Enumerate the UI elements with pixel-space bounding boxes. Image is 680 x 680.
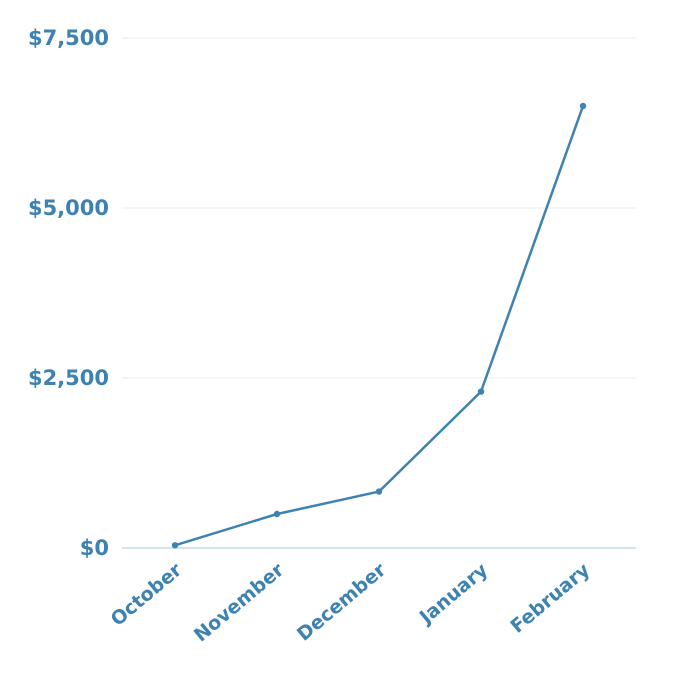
x-tick-label: February bbox=[506, 559, 594, 638]
y-tick-label: $7,500 bbox=[28, 26, 109, 50]
data-point bbox=[375, 488, 383, 495]
x-tick-label: October bbox=[107, 559, 187, 631]
series-layer bbox=[171, 102, 587, 549]
data-point bbox=[579, 102, 587, 110]
y-axis-tick-labels: $0 $2,500 $5,000 $7,500 bbox=[28, 26, 109, 560]
data-point bbox=[171, 542, 179, 549]
y-tick-label: $0 bbox=[80, 536, 109, 560]
gridlines bbox=[122, 37, 636, 549]
series-line bbox=[173, 104, 585, 547]
x-tick-label: December bbox=[293, 559, 391, 646]
x-tick-label: November bbox=[190, 559, 289, 647]
x-tick-label: January bbox=[414, 559, 493, 630]
y-tick-label: $5,000 bbox=[28, 196, 109, 220]
data-point bbox=[273, 510, 281, 518]
y-tick-label: $2,500 bbox=[28, 366, 109, 390]
x-axis-tick-labels: October November December January February bbox=[107, 559, 595, 647]
data-point bbox=[477, 388, 485, 395]
